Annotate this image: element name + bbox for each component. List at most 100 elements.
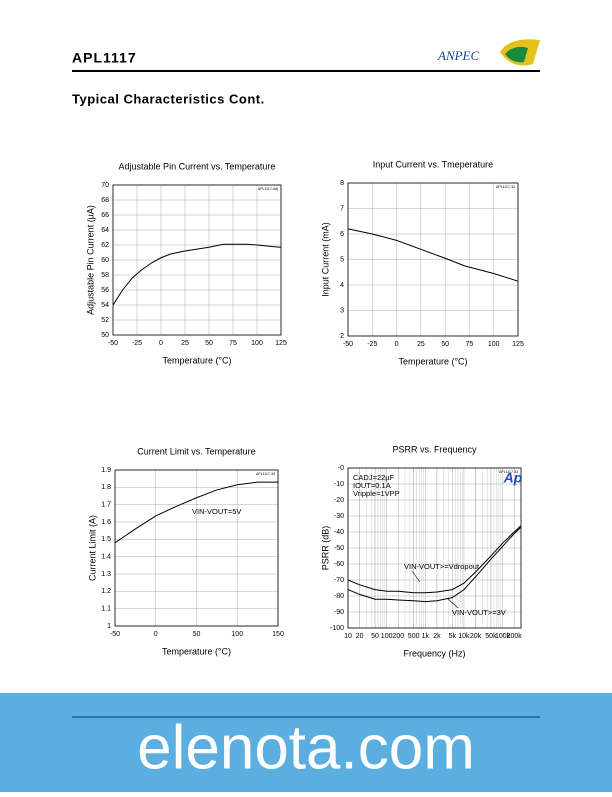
- y-tick-label: 4: [340, 282, 344, 289]
- y-tick-label: 58: [101, 272, 109, 279]
- chart-note: APL1117-Adj: [258, 187, 278, 191]
- y-tick-label: -40: [334, 529, 344, 536]
- y-tick-label: 8: [340, 180, 344, 187]
- y-tick-label: -30: [334, 513, 344, 520]
- y-tick-label: 1.6: [101, 519, 111, 526]
- annotation: Vripple=1VPP: [353, 489, 400, 498]
- x-tick-label: 100: [488, 341, 500, 348]
- watermark: elenota.com: [137, 713, 475, 782]
- x-tick-label: 20k: [470, 633, 482, 640]
- y-tick-label: -100: [330, 625, 344, 632]
- y-axis-label: Input Current (mA): [320, 222, 330, 297]
- y-tick-label: -70: [334, 577, 344, 584]
- y-tick-label: 70: [101, 182, 109, 189]
- y-tick-label: 54: [101, 302, 109, 309]
- x-tick-label: 50: [205, 340, 213, 347]
- series-line: [112, 243, 282, 306]
- chart-title: Adjustable Pin Current vs. Temperature: [119, 161, 276, 171]
- y-tick-label: 5: [340, 256, 344, 263]
- chart-note: APL1117-33: [256, 472, 275, 476]
- y-tick-label: -10: [334, 481, 344, 488]
- logo-shape: [505, 46, 528, 63]
- x-tick-label: 125: [275, 340, 287, 347]
- y-axis-label: PSRR (dB): [320, 526, 330, 571]
- x-axis-label: Temperature (°C): [162, 355, 231, 365]
- series-line: [114, 481, 278, 544]
- x-tick-label: 100: [231, 631, 243, 638]
- series-line: [347, 525, 522, 594]
- y-tick-label: 6: [340, 231, 344, 238]
- x-tick-label: 50: [193, 631, 201, 638]
- x-tick-label: -50: [108, 340, 118, 347]
- y-tick-label: 66: [101, 212, 109, 219]
- chart-title: Current Limit vs. Temperature: [137, 446, 255, 456]
- x-tick-label: 50: [371, 633, 379, 640]
- series-line: [347, 526, 522, 603]
- x-tick-label: 125: [512, 341, 524, 348]
- logo-text: ANPEC: [437, 48, 479, 63]
- y-tick-label: 2: [340, 333, 344, 340]
- y-tick-label: 1.1: [101, 606, 111, 613]
- x-tick-label: 100k: [495, 633, 511, 640]
- series-label: VIN-VOUT>=Vdropout: [404, 562, 480, 571]
- x-axis-label: Temperature (°C): [162, 646, 231, 656]
- part-number: APL1117: [72, 50, 137, 66]
- y-tick-label: 1.2: [101, 588, 111, 595]
- y-tick-label: 50: [101, 332, 109, 339]
- x-tick-label: 25: [181, 340, 189, 347]
- x-tick-label: 100: [381, 633, 393, 640]
- y-tick-label: 64: [101, 227, 109, 234]
- y-tick-label: -50: [334, 545, 344, 552]
- x-tick-label: 50k: [485, 633, 497, 640]
- x-axis-label: Temperature (°C): [398, 356, 467, 366]
- x-tick-label: 20: [356, 633, 364, 640]
- y-tick-label: 52: [101, 317, 109, 324]
- x-tick-label: -50: [110, 631, 120, 638]
- x-tick-label: -25: [367, 341, 377, 348]
- x-tick-label: 25: [417, 341, 425, 348]
- x-tick-label: 200k: [507, 633, 523, 640]
- y-tick-label: 56: [101, 287, 109, 294]
- y-tick-label: 1.8: [101, 484, 111, 491]
- y-tick-label: -0: [338, 465, 344, 472]
- x-tick-label: 10k: [458, 633, 470, 640]
- annotation: IOUT=0.1A: [353, 481, 391, 490]
- x-tick-label: 0: [154, 631, 158, 638]
- y-axis-label: Adjustable Pin Current (µA): [85, 205, 95, 315]
- chart-note: APL1117-33: [496, 185, 515, 189]
- y-tick-label: 68: [101, 197, 109, 204]
- corner-logo: Ap: [503, 470, 523, 486]
- y-tick-label: 3: [340, 307, 344, 314]
- y-tick-label: 1.3: [101, 571, 111, 578]
- x-tick-label: 500: [408, 633, 420, 640]
- y-axis-label: Current Limit (A): [87, 515, 97, 581]
- y-tick-label: -60: [334, 561, 344, 568]
- y-tick-label: -20: [334, 497, 344, 504]
- series-label: VIN-VOUT>=3V: [452, 608, 506, 617]
- x-tick-label: 10: [344, 633, 352, 640]
- x-tick-label: 2k: [433, 633, 441, 640]
- x-tick-label: 0: [395, 341, 399, 348]
- plot-frame: [114, 469, 279, 627]
- section-title: Typical Characteristics Cont.: [72, 91, 265, 106]
- annotation: VIN-VOUT=5V: [192, 507, 241, 516]
- x-tick-label: 0: [159, 340, 163, 347]
- plot-frame: [347, 182, 519, 337]
- x-axis-label: Frequency (Hz): [403, 648, 465, 658]
- y-tick-label: -80: [334, 593, 344, 600]
- y-tick-label: 1.9: [101, 467, 111, 474]
- pointer: [411, 570, 421, 583]
- x-tick-label: 5k: [449, 633, 457, 640]
- x-tick-label: 200: [392, 633, 404, 640]
- y-tick-label: 1.4: [101, 554, 111, 561]
- y-tick-label: 1.7: [101, 502, 111, 509]
- y-tick-label: 1: [107, 623, 111, 630]
- y-tick-label: 60: [101, 257, 109, 264]
- chart-note: APL1117-33: [499, 470, 518, 474]
- x-tick-label: 150: [272, 631, 284, 638]
- x-tick-label: -25: [132, 340, 142, 347]
- x-tick-label: 100: [251, 340, 263, 347]
- plot-frame: [347, 467, 522, 629]
- plot-frame: [112, 184, 282, 336]
- chart-title: Input Current vs. Tmeperature: [373, 159, 493, 169]
